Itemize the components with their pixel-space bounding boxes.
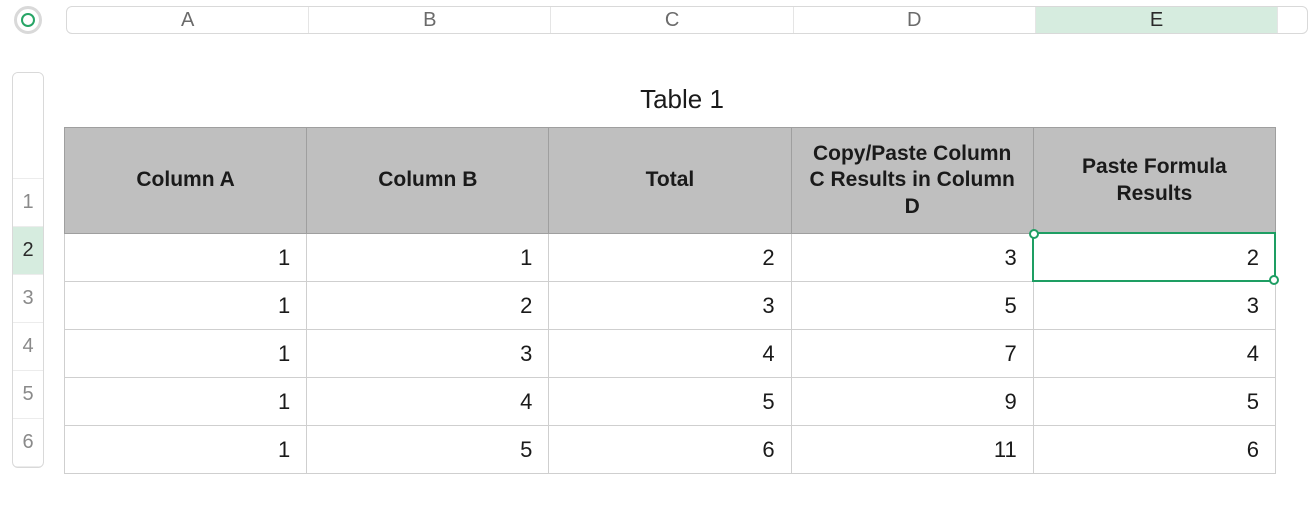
cell[interactable]: 1 [65, 378, 307, 426]
cell[interactable]: 1 [307, 234, 549, 282]
cell[interactable]: 2 [549, 234, 791, 282]
row-header-6[interactable]: 6 [13, 419, 43, 467]
table-header-pad [1276, 128, 1300, 234]
cell-pad [1276, 426, 1300, 474]
column-header-E[interactable]: E [1036, 7, 1278, 33]
column-header-pad [1278, 7, 1307, 33]
cell[interactable]: 4 [549, 330, 791, 378]
table-header-col-3[interactable]: Copy/Paste Column C Results in Column D [791, 128, 1033, 234]
cell[interactable]: 3 [1033, 282, 1275, 330]
cell[interactable]: 11 [791, 426, 1033, 474]
cell[interactable]: 2 [307, 282, 549, 330]
cell[interactable]: 9 [791, 378, 1033, 426]
cell[interactable]: 5 [1033, 378, 1275, 426]
cell[interactable]: 6 [549, 426, 791, 474]
table-header-col-4[interactable]: Paste Formula Results [1033, 128, 1275, 234]
cell[interactable]: 7 [791, 330, 1033, 378]
cell[interactable]: 4 [1033, 330, 1275, 378]
cell[interactable]: 1 [65, 426, 307, 474]
select-all-circle[interactable] [14, 6, 42, 34]
cell[interactable]: 1 [65, 330, 307, 378]
table-row: 11232 [65, 234, 1300, 282]
column-header-D[interactable]: D [794, 7, 1036, 33]
table-header-col-0[interactable]: Column A [65, 128, 307, 234]
cell[interactable]: 1 [65, 282, 307, 330]
spreadsheet-table[interactable]: Column AColumn BTotalCopy/Paste Column C… [64, 127, 1300, 474]
table-title: Table 1 [64, 84, 1300, 115]
cell-pad [1276, 378, 1300, 426]
select-all-inner [21, 13, 35, 27]
table-row: 156116 [65, 426, 1300, 474]
table-area: Table 1 Column AColumn BTotalCopy/Paste … [64, 84, 1300, 474]
row-header-2[interactable]: 2 [13, 227, 43, 275]
cell-pad [1276, 330, 1300, 378]
column-header-B[interactable]: B [309, 7, 551, 33]
column-ruler[interactable]: ABCDE [66, 6, 1308, 34]
table-header-col-2[interactable]: Total [549, 128, 791, 234]
column-header-C[interactable]: C [551, 7, 793, 33]
cell[interactable]: 1 [65, 234, 307, 282]
cell[interactable]: 5 [791, 282, 1033, 330]
column-ruler-bar: ABCDE [0, 6, 1308, 34]
table-header-col-1[interactable]: Column B [307, 128, 549, 234]
cell[interactable]: 3 [549, 282, 791, 330]
table-row: 14595 [65, 378, 1300, 426]
row-header-5[interactable]: 5 [13, 371, 43, 419]
cell[interactable]: 6 [1033, 426, 1275, 474]
row-header-4[interactable]: 4 [13, 323, 43, 371]
cell[interactable]: 3 [791, 234, 1033, 282]
column-header-A[interactable]: A [67, 7, 309, 33]
table-row: 12353 [65, 282, 1300, 330]
cell[interactable]: 5 [549, 378, 791, 426]
row-ruler[interactable]: 123456 [12, 72, 44, 468]
cell-pad [1276, 234, 1300, 282]
row-header-blank [13, 73, 43, 179]
cell[interactable]: 5 [307, 426, 549, 474]
row-header-3[interactable]: 3 [13, 275, 43, 323]
cell[interactable]: 3 [307, 330, 549, 378]
table-row: 13474 [65, 330, 1300, 378]
cell[interactable]: 4 [307, 378, 549, 426]
row-header-1[interactable]: 1 [13, 179, 43, 227]
cell-pad [1276, 282, 1300, 330]
cell[interactable]: 2 [1033, 234, 1275, 282]
